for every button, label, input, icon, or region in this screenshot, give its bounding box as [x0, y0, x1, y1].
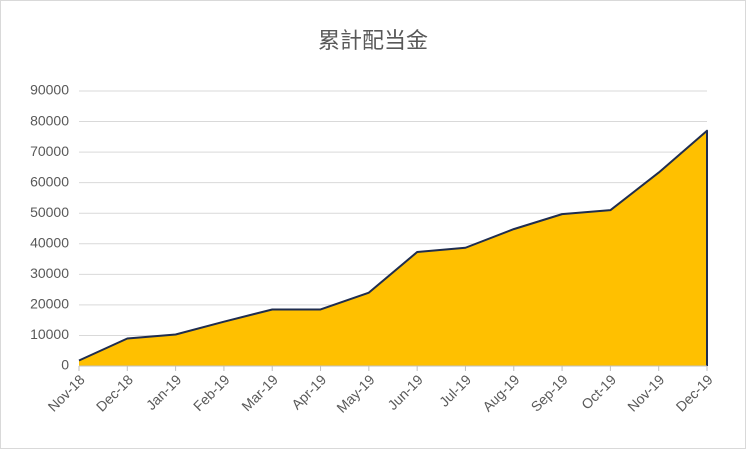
area — [79, 130, 707, 366]
y-tick-label: 20000 — [30, 296, 69, 312]
y-tick-label: 40000 — [30, 234, 69, 250]
y-tick-label: 50000 — [30, 204, 69, 220]
y-tick-label: 30000 — [30, 265, 69, 281]
area-line — [78, 129, 708, 366]
y-tick-label: 90000 — [30, 82, 69, 98]
y-tick-label: 0 — [61, 357, 69, 373]
y-tick-label: 80000 — [30, 112, 69, 128]
y-tick-label: 10000 — [30, 326, 69, 342]
y-tick-label: 70000 — [30, 143, 69, 159]
y-tick-label: 60000 — [30, 173, 69, 189]
chart-title: 累計配当金 — [318, 28, 428, 53]
